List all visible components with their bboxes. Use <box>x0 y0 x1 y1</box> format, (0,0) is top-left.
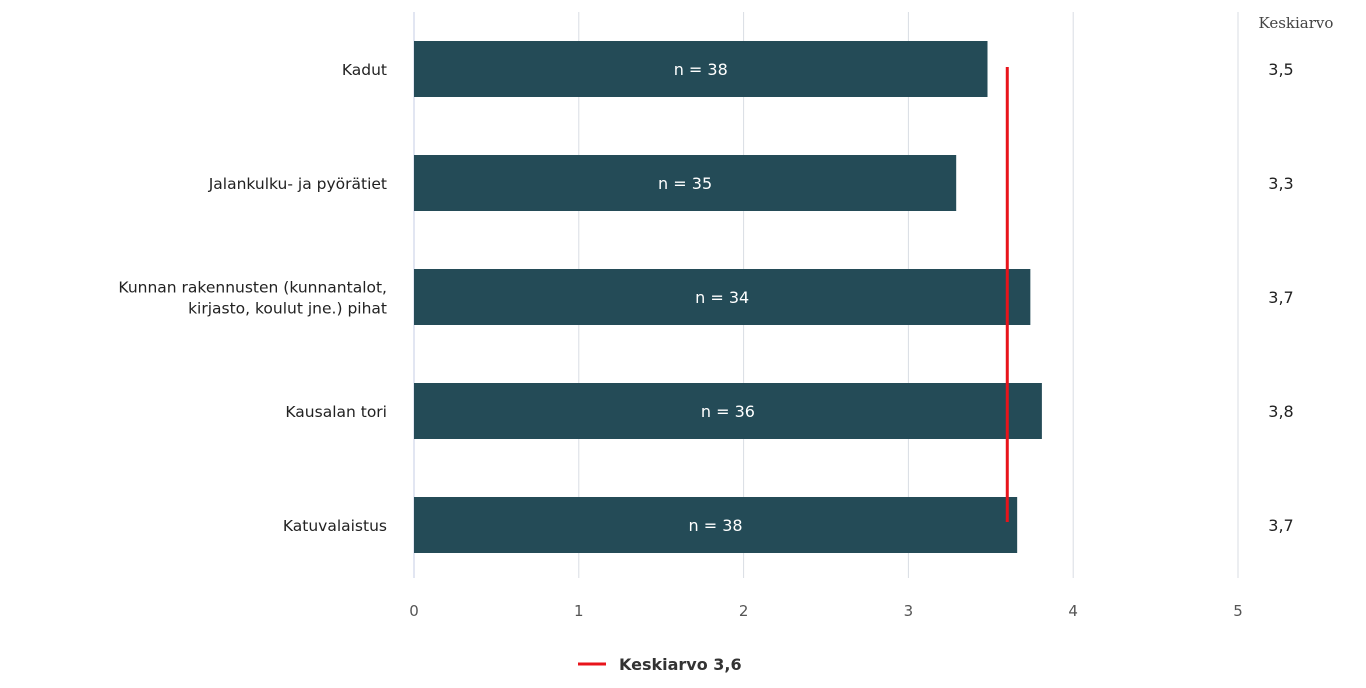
bar-label: n = 36 <box>701 402 755 421</box>
average-value: 3,3 <box>1268 174 1293 193</box>
category-label-line: kirjasto, koulut jne.) pihat <box>188 300 387 318</box>
average-value: 3,7 <box>1268 288 1293 307</box>
bar <box>414 497 1018 553</box>
average-value: 3,5 <box>1268 60 1293 79</box>
bar <box>414 155 957 211</box>
x-tick-label: 2 <box>739 602 749 620</box>
category-label-line: Kadut <box>342 61 387 79</box>
x-tick-label: 0 <box>409 602 419 620</box>
x-tick-label: 4 <box>1068 602 1078 620</box>
bar-label: n = 38 <box>689 516 743 535</box>
bar-layer <box>414 41 1042 553</box>
bar-label: n = 38 <box>674 60 728 79</box>
bar <box>414 383 1042 439</box>
average-value: 3,7 <box>1268 516 1293 535</box>
category-label-line: Jalankulku- ja pyörätiet <box>208 175 387 193</box>
category-label: Kausalan tori <box>285 403 387 421</box>
x-tick-label: 1 <box>574 602 584 620</box>
label-layer: 0 1 2 3 4 5 n = 38 Kadut n = 35 Jalankulku- ja py… <box>118 60 1242 620</box>
bar <box>414 41 988 97</box>
bar <box>414 269 1031 325</box>
averages-column-title: Keskiarvo <box>1259 14 1334 32</box>
bar-label: n = 34 <box>695 288 749 307</box>
category-label-line: Kausalan tori <box>285 403 387 421</box>
average-value: 3,8 <box>1268 402 1293 421</box>
legend: Keskiarvo 3,6 <box>578 655 742 674</box>
legend-label: Keskiarvo 3,6 <box>619 655 742 674</box>
x-tick-label: 5 <box>1233 602 1243 620</box>
category-label: Jalankulku- ja pyörätiet <box>208 175 387 193</box>
category-label: Katuvalaistus <box>283 517 387 535</box>
category-label-line: Katuvalaistus <box>283 517 387 535</box>
category-label: Kadut <box>342 61 387 79</box>
bar-label: n = 35 <box>658 174 712 193</box>
x-tick-label: 3 <box>904 602 914 620</box>
averages-column: 3,5 3,3 3,7 3,8 3,7 Keskiarvo <box>1259 14 1334 535</box>
category-label: Kunnan rakennusten (kunnantalot, kirjasto… <box>118 279 387 318</box>
category-label-line: Kunnan rakennusten (kunnantalot, <box>118 279 387 297</box>
